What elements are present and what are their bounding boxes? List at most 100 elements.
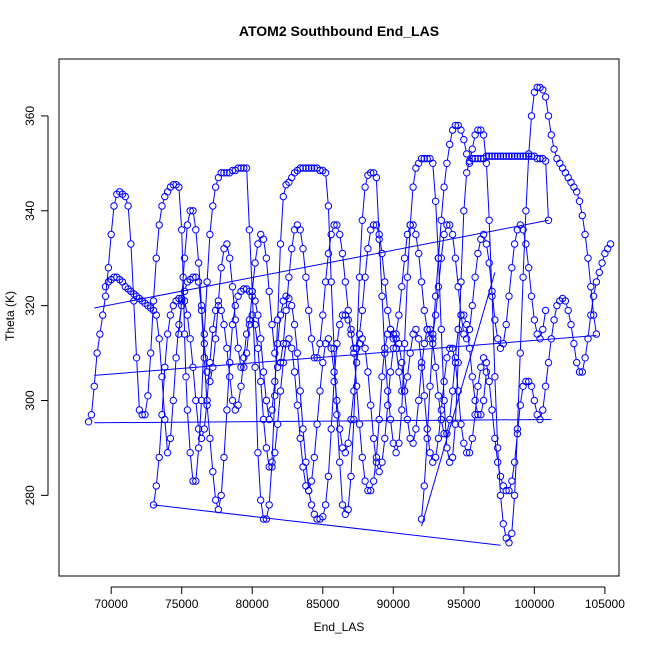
series-3-segment (455, 332, 459, 355)
series-4-segment (232, 289, 236, 317)
data-point (364, 245, 372, 253)
series-2-segment (418, 341, 422, 360)
series-3-segment (401, 365, 405, 388)
series-1-segment (94, 356, 98, 384)
data-point (420, 482, 428, 490)
data-point (460, 207, 468, 215)
series-1-segment (198, 403, 202, 445)
series-1-segment (277, 247, 281, 317)
data-point (321, 501, 330, 509)
data-point (296, 226, 304, 234)
data-point (437, 415, 445, 424)
series-4-segment (478, 242, 481, 251)
series-4-segment (195, 232, 199, 260)
series-2-segment (323, 507, 326, 514)
data-point (358, 453, 366, 462)
data-point (496, 344, 505, 352)
data-point (338, 501, 347, 509)
data-point (375, 230, 383, 239)
series-1-segment (246, 171, 250, 227)
data-point (271, 392, 279, 400)
data-point (257, 496, 265, 504)
series-4-segment (390, 332, 393, 336)
series-4-segment (525, 247, 529, 265)
series-2-segment (158, 341, 163, 374)
series-5-segment (579, 204, 583, 213)
data-point (446, 458, 454, 466)
series-4-segment (193, 213, 196, 227)
series-4-segment (274, 356, 278, 365)
data-point (87, 411, 96, 419)
data-point (310, 354, 318, 362)
series-2-segment (565, 303, 568, 308)
data-point (448, 344, 457, 352)
data-point (477, 411, 485, 419)
data-point (341, 510, 349, 518)
series-4-segment (311, 341, 315, 355)
data-point (237, 382, 245, 390)
series-2-segment (424, 398, 428, 426)
data-point (352, 358, 361, 367)
data-point (223, 406, 231, 414)
data-point (386, 325, 395, 334)
data-point (477, 235, 485, 243)
series-3-segment (170, 308, 173, 313)
data-point (90, 382, 99, 390)
series-2-segment (263, 375, 267, 398)
series-3-segment (319, 365, 323, 388)
data-point (327, 230, 335, 239)
data-point (513, 430, 522, 438)
data-point (584, 335, 592, 343)
data-point (434, 392, 443, 400)
series-4-segment (534, 322, 538, 332)
series-1-segment (190, 455, 194, 479)
series-4-segment (401, 261, 405, 284)
data-point (203, 396, 211, 405)
data-point (352, 344, 361, 352)
data-point (485, 259, 493, 267)
data-point (527, 382, 536, 390)
data-point (194, 444, 203, 452)
data-point (186, 207, 194, 215)
data-point (395, 368, 403, 376)
series-5-segment (441, 190, 445, 218)
data-point (149, 297, 158, 305)
data-point (310, 510, 318, 518)
series-5-segment (514, 432, 518, 493)
series-4-segment (455, 261, 459, 284)
data-point (155, 221, 163, 229)
data-point (604, 245, 612, 253)
series-1-segment (105, 270, 109, 294)
data-point (84, 418, 93, 426)
series-2-segment (294, 327, 298, 350)
data-point (293, 349, 302, 357)
data-point (350, 344, 358, 352)
series-1-segment (111, 209, 115, 232)
data-point (364, 486, 372, 495)
series-1-segment (145, 398, 148, 412)
series-1-segment (325, 175, 329, 203)
series-4-segment (280, 346, 284, 360)
data-point (423, 325, 431, 334)
data-point (567, 178, 575, 187)
data-point (505, 292, 513, 300)
data-point (403, 273, 412, 281)
data-point (299, 164, 307, 172)
data-point (355, 273, 364, 281)
data-point (214, 505, 223, 514)
series-2-segment (407, 356, 411, 374)
series-2-segment (218, 498, 222, 507)
series-1-segment (336, 417, 340, 460)
series-3-segment (333, 375, 338, 398)
series-4-segment (187, 213, 191, 222)
data-point (440, 377, 448, 386)
series-5-segment (531, 95, 535, 113)
series-1-segment (280, 199, 284, 241)
data-point (448, 230, 457, 239)
data-point (189, 273, 197, 281)
data-point (443, 159, 451, 168)
series-3-segment (274, 427, 278, 450)
data-point (350, 387, 358, 395)
series-1-segment (91, 389, 95, 412)
data-point (431, 197, 440, 206)
